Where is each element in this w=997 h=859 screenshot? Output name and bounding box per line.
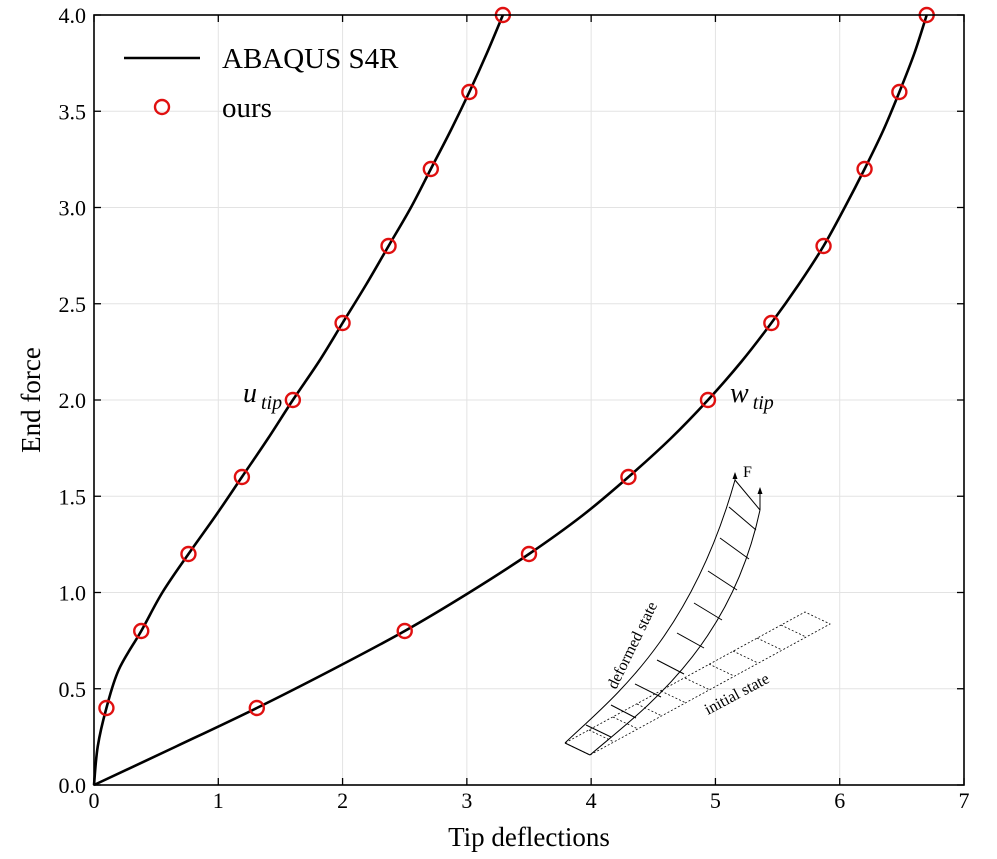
legend-label-ours: ours [222,92,272,124]
grid [94,15,964,785]
y-axis-title: End force [16,347,46,453]
ours-point-w-tip [620,468,637,486]
y-tick-label: 3.0 [59,196,87,221]
x-tick-label: 1 [213,788,224,813]
ours-point-u-tip [98,699,115,717]
ours-point-u-tip [233,468,251,486]
y-tick-label: 0.0 [59,773,87,798]
x-tick-label: 6 [834,788,845,813]
curve-label-w-main: w [730,378,749,409]
curve-label-u-tip: u tip [243,378,282,414]
ours-point-u-tip [133,622,150,640]
y-tick-label: 3.5 [59,99,87,124]
y-tick-label: 2.0 [59,388,87,413]
x-tick-label: 5 [710,788,721,813]
ours-point-w-tip [248,699,266,717]
curve-label-u-sub: tip [261,392,282,414]
curve-label-w-sub: tip [753,392,774,414]
x-tick-label: 3 [461,788,472,813]
legend-marker-swatch [153,98,171,116]
force-label: F [743,464,752,481]
y-tick-label: 2.5 [59,292,87,317]
x-tick-label: 4 [586,788,597,813]
ours-point-u-tip [284,391,302,409]
ours-point-w-tip [856,160,873,178]
ours-point-u-tip [380,237,397,255]
x-tick-label: 0 [89,788,100,813]
curve-label-w-tip: w tip [730,378,774,414]
deformed-state-label: deformed state [604,599,661,692]
force-arrows [732,472,763,510]
initial-state-strip [564,611,831,756]
curves [92,14,928,787]
initial-state-label: initial state [702,670,772,718]
plot-frame [93,14,965,786]
ours-point-w-tip [520,545,538,563]
legend-label-abaqus: ABAQUS S4R [222,43,399,75]
legend: ABAQUS S4R ours [124,43,399,124]
ours-point-u-tip [180,545,197,563]
axis-tick-labels: 0 1 2 3 4 5 6 7 0.0 0.5 1.0 1.5 2.0 2.5 3.0 3.5 4.0 [59,3,970,813]
y-tick-label: 1.0 [59,581,87,606]
abaqus-curve-w-tip [93,14,928,787]
deformed-state-strip [564,479,761,756]
x-axis-title: Tip deflections [448,822,610,852]
inset-diagram: F deformed state initial state [564,464,831,756]
x-tick-label: 2 [337,788,348,813]
ours-point-w-tip [815,237,832,255]
y-tick-label: 4.0 [59,3,87,28]
abaqus-curve-u-tip [92,14,505,786]
y-tick-label: 0.5 [59,677,87,702]
ours-point-w-tip [699,391,717,409]
ours-point-w-tip [396,622,413,640]
y-tick-label: 1.5 [59,484,87,509]
ours-point-u-tip [461,83,478,101]
ours-point-w-tip [763,314,780,332]
ours-point-w-tip [891,83,908,101]
ours-point-u-tip [422,160,440,178]
ours-point-u-tip [334,314,351,332]
curve-label-u-main: u [243,378,257,409]
x-tick-label: 7 [959,788,970,813]
